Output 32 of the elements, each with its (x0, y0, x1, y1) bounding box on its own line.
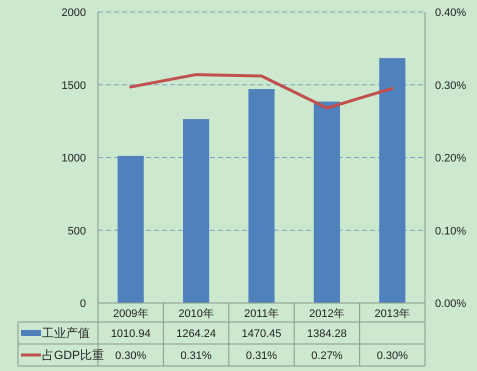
data-label: 0.31% (180, 350, 212, 362)
data-label: 0.30% (376, 350, 408, 362)
y-tick-label: 1500 (62, 80, 86, 92)
legend-label: 工业产值 (42, 326, 90, 340)
y-tick-label: 0 (80, 298, 86, 310)
bar (118, 156, 144, 303)
x-tick-label: 2010年 (178, 308, 214, 320)
y2-tick-label: 0.00% (435, 298, 466, 310)
data-label: 0.31% (246, 350, 278, 362)
bar (379, 58, 406, 303)
bar (314, 102, 340, 303)
y2-tick-label: 0.10% (435, 225, 466, 238)
y-tick-label: 500 (68, 225, 86, 238)
x-tick-label: 2009年 (112, 308, 148, 320)
data-label: 1264.24 (176, 328, 216, 340)
x-tick-label: 2011年 (244, 308, 279, 320)
y2-tick-label: 0.20% (435, 152, 466, 164)
y2-tick-label: 0.30% (435, 80, 466, 92)
bar (248, 89, 275, 303)
data-label: 1010.94 (110, 328, 151, 340)
y-tick-label: 1000 (62, 152, 86, 164)
data-label: 1384.28 (307, 328, 347, 340)
legend-label: 占GDP比重 (42, 348, 104, 362)
y-tick-label: 2000 (62, 7, 86, 19)
x-tick-label: 2013年 (374, 308, 410, 320)
data-label: 1470.45 (242, 328, 282, 340)
bar (183, 119, 210, 303)
data-label: 0.30% (115, 350, 147, 362)
data-label: 0.27% (311, 350, 343, 362)
x-tick-label: 2012年 (309, 308, 345, 320)
y2-tick-label: 0.40% (435, 7, 466, 19)
line-series (129, 73, 394, 110)
